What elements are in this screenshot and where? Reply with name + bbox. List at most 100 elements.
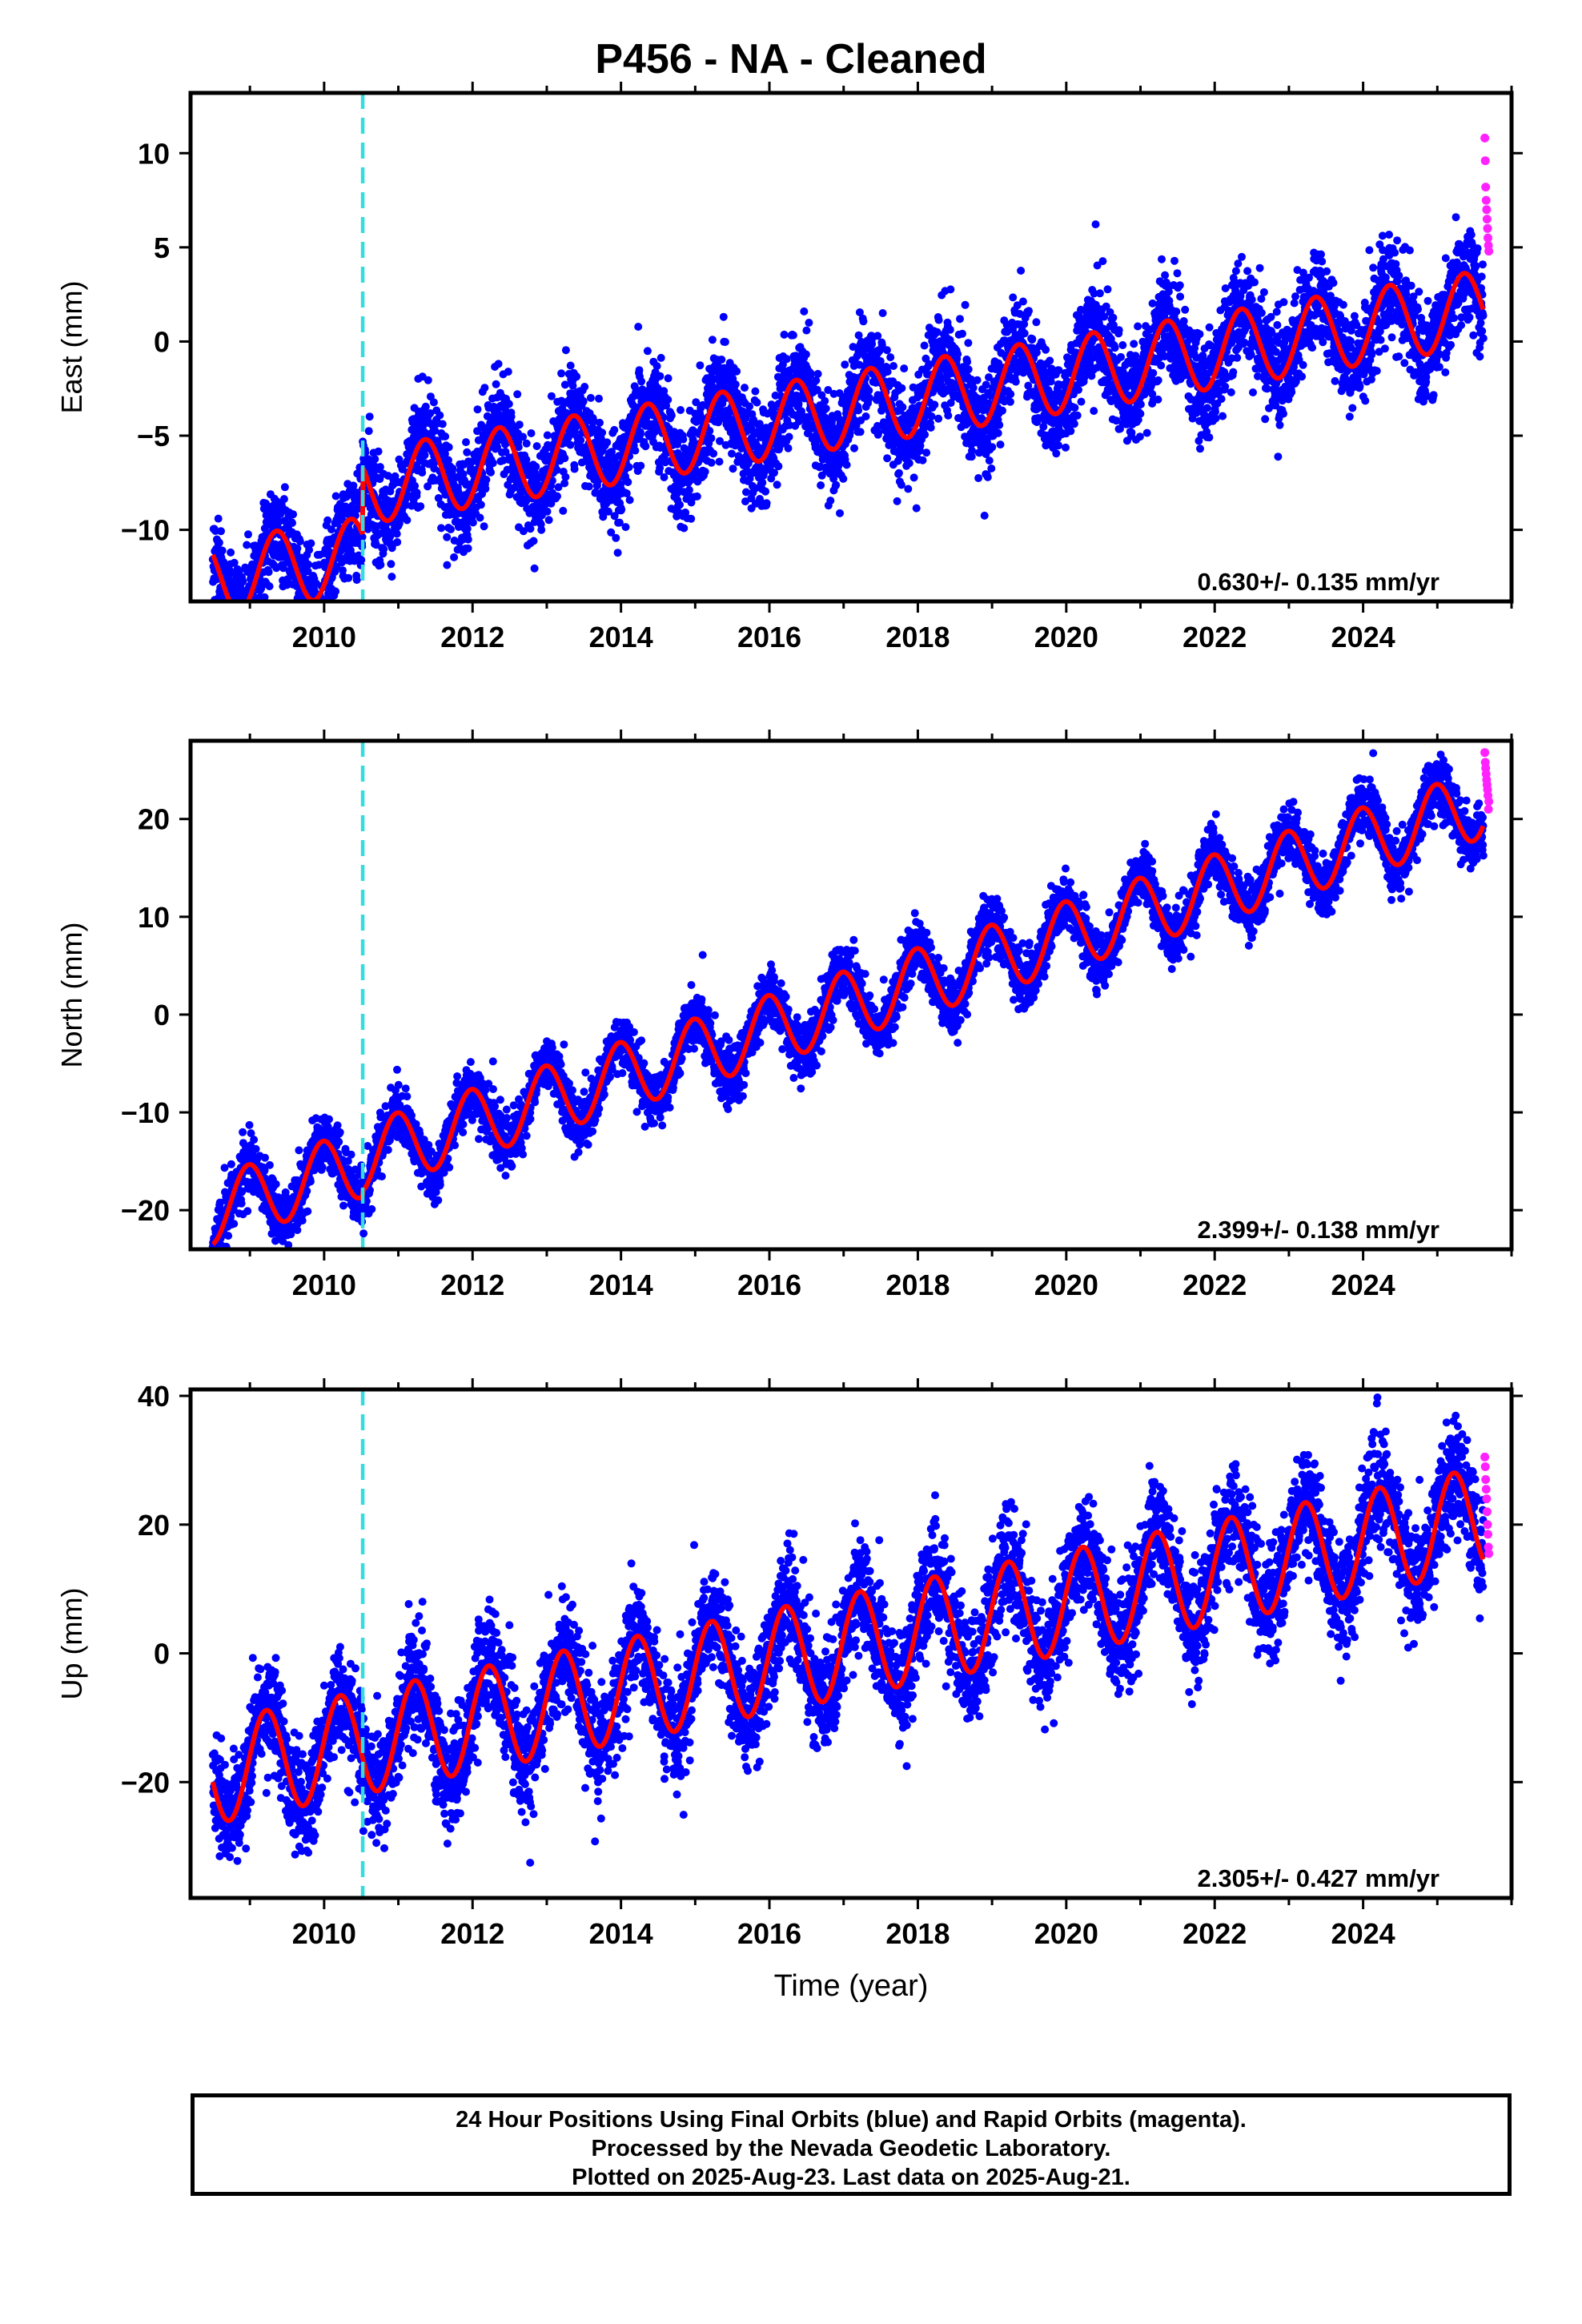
- data-point: [624, 463, 633, 472]
- data-point: [364, 427, 373, 436]
- data-point: [958, 329, 966, 338]
- data-point: [920, 341, 929, 350]
- data-point: [503, 465, 512, 474]
- data-point: [223, 605, 231, 613]
- data-point: [247, 612, 255, 620]
- data-point: [946, 325, 954, 334]
- data-point: [780, 330, 789, 339]
- data-point: [1006, 397, 1014, 406]
- data-point: [1134, 322, 1142, 331]
- data-point: [1227, 388, 1235, 396]
- data-point: [918, 456, 927, 464]
- data-point: [641, 442, 650, 451]
- data-point: [529, 537, 538, 545]
- data-point: [237, 617, 245, 625]
- data-point: [313, 605, 321, 613]
- data-point: [701, 468, 709, 476]
- data-point: [519, 527, 528, 536]
- data-point: [219, 557, 228, 566]
- data-point: [1136, 409, 1145, 418]
- final-orbit-points-east: [208, 213, 1488, 644]
- data-point: [464, 535, 472, 544]
- data-point: [785, 432, 793, 441]
- data-point: [1243, 267, 1252, 275]
- data-point: [513, 390, 522, 399]
- data-point: [1109, 313, 1118, 322]
- data-point: [424, 482, 432, 491]
- data-point: [1042, 345, 1050, 354]
- data-point: [232, 620, 240, 628]
- data-point: [676, 501, 684, 509]
- data-point: [1229, 368, 1238, 376]
- data-point: [358, 533, 367, 541]
- data-point: [235, 617, 243, 625]
- data-point: [927, 412, 936, 420]
- data-point: [1095, 289, 1104, 298]
- data-point: [235, 609, 243, 617]
- data-point: [231, 613, 239, 621]
- data-point: [580, 383, 589, 391]
- data-point: [634, 323, 643, 331]
- data-point: [532, 442, 541, 451]
- data-point: [708, 336, 717, 344]
- data-point: [552, 465, 561, 474]
- data-point: [679, 435, 688, 444]
- data-point: [685, 485, 693, 494]
- data-point: [251, 623, 259, 631]
- data-point: [1158, 255, 1166, 263]
- data-point: [234, 621, 242, 629]
- data-point: [305, 603, 313, 611]
- data-point: [985, 456, 994, 465]
- data-point: [416, 502, 425, 511]
- data-point: [293, 544, 302, 553]
- data-point: [392, 529, 401, 538]
- data-point: [1018, 297, 1027, 306]
- data-point: [995, 420, 1004, 429]
- data-point: [249, 611, 257, 619]
- timeseries-plots: 2010 2012 2014 2016 2018 2020 2022 2024−10−5051…: [55, 82, 1523, 2003]
- data-point: [530, 564, 539, 573]
- data-point: [559, 506, 568, 515]
- data-point: [839, 474, 848, 483]
- data-point: [909, 473, 918, 482]
- data-point: [371, 541, 380, 549]
- data-point: [774, 462, 783, 471]
- data-point: [868, 340, 877, 348]
- data-point: [310, 607, 318, 615]
- data-point: [1070, 404, 1079, 412]
- data-point: [934, 414, 943, 423]
- data-point: [375, 463, 384, 472]
- data-point: [832, 480, 841, 489]
- data-point: [376, 561, 385, 569]
- data-point: [526, 525, 535, 533]
- data-point: [964, 365, 973, 374]
- data-point: [721, 338, 729, 346]
- data-point: [297, 607, 305, 615]
- data-point: [841, 360, 849, 369]
- data-point: [1130, 340, 1138, 348]
- data-point: [802, 326, 811, 335]
- data-point: [231, 636, 239, 644]
- data-point: [687, 514, 696, 523]
- data-point: [1205, 323, 1214, 332]
- data-point: [954, 350, 962, 359]
- data-point: [610, 512, 619, 521]
- data-point: [228, 615, 236, 623]
- data-point: [729, 464, 737, 473]
- data-point: [515, 420, 524, 429]
- data-point: [230, 612, 238, 620]
- data-point: [850, 444, 858, 452]
- data-point: [900, 364, 909, 373]
- data-point: [391, 472, 400, 480]
- data-point: [1077, 397, 1086, 406]
- data-point: [865, 386, 873, 395]
- data-point: [418, 468, 427, 477]
- data-point: [482, 476, 491, 484]
- data-point: [464, 544, 472, 553]
- data-point: [988, 443, 997, 452]
- data-point: [463, 448, 472, 456]
- data-point: [243, 622, 251, 630]
- data-point: [1181, 305, 1190, 314]
- data-point: [243, 541, 251, 549]
- data-point: [379, 545, 388, 553]
